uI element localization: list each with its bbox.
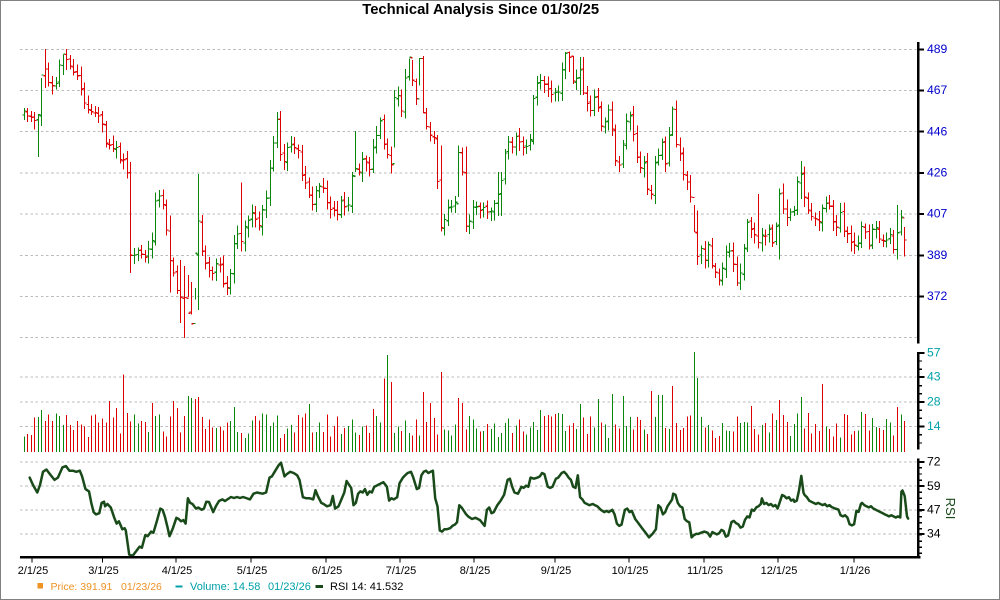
svg-text:Price: 391.91: Price: 391.91 xyxy=(51,581,113,593)
svg-text:RSI 14: 41.532: RSI 14: 41.532 xyxy=(330,581,403,593)
svg-text:01/23/26: 01/23/26 xyxy=(121,581,162,593)
svg-text:4/1/25: 4/1/25 xyxy=(162,565,193,577)
svg-text:426: 426 xyxy=(927,166,948,180)
svg-text:43: 43 xyxy=(927,370,941,384)
svg-text:389: 389 xyxy=(927,248,948,262)
svg-text:01/23/26: 01/23/26 xyxy=(268,581,311,593)
svg-text:72: 72 xyxy=(927,454,941,468)
svg-text:8/1/25: 8/1/25 xyxy=(460,565,491,577)
svg-text:47: 47 xyxy=(927,503,941,517)
svg-text:3/1/25: 3/1/25 xyxy=(88,565,119,577)
svg-text:5/1/25: 5/1/25 xyxy=(237,565,268,577)
svg-text:14: 14 xyxy=(927,419,941,433)
svg-text:467: 467 xyxy=(927,83,948,97)
svg-text:12/1/25: 12/1/25 xyxy=(761,565,798,577)
svg-text:Volume: 14.58: Volume: 14.58 xyxy=(190,581,260,593)
svg-text:RSI: RSI xyxy=(943,498,958,520)
svg-text:9/1/25: 9/1/25 xyxy=(541,565,572,577)
svg-text:6/1/25: 6/1/25 xyxy=(312,565,343,577)
svg-text:446: 446 xyxy=(927,124,948,138)
svg-text:11/1/25: 11/1/25 xyxy=(687,565,723,577)
svg-text:372: 372 xyxy=(927,289,948,303)
svg-text:28: 28 xyxy=(927,394,941,408)
svg-text:34: 34 xyxy=(927,526,941,540)
svg-text:2/1/25: 2/1/25 xyxy=(18,565,49,577)
svg-text:Technical Analysis Since 01/30: Technical Analysis Since 01/30/25 xyxy=(362,2,599,18)
svg-text:7/1/25: 7/1/25 xyxy=(386,565,417,577)
svg-text:10/1/25: 10/1/25 xyxy=(612,565,649,577)
svg-text:59: 59 xyxy=(927,479,941,493)
svg-text:407: 407 xyxy=(927,207,948,221)
svg-text:1/1/26: 1/1/26 xyxy=(840,565,871,577)
svg-text:57: 57 xyxy=(927,345,941,359)
svg-text:489: 489 xyxy=(927,42,948,56)
